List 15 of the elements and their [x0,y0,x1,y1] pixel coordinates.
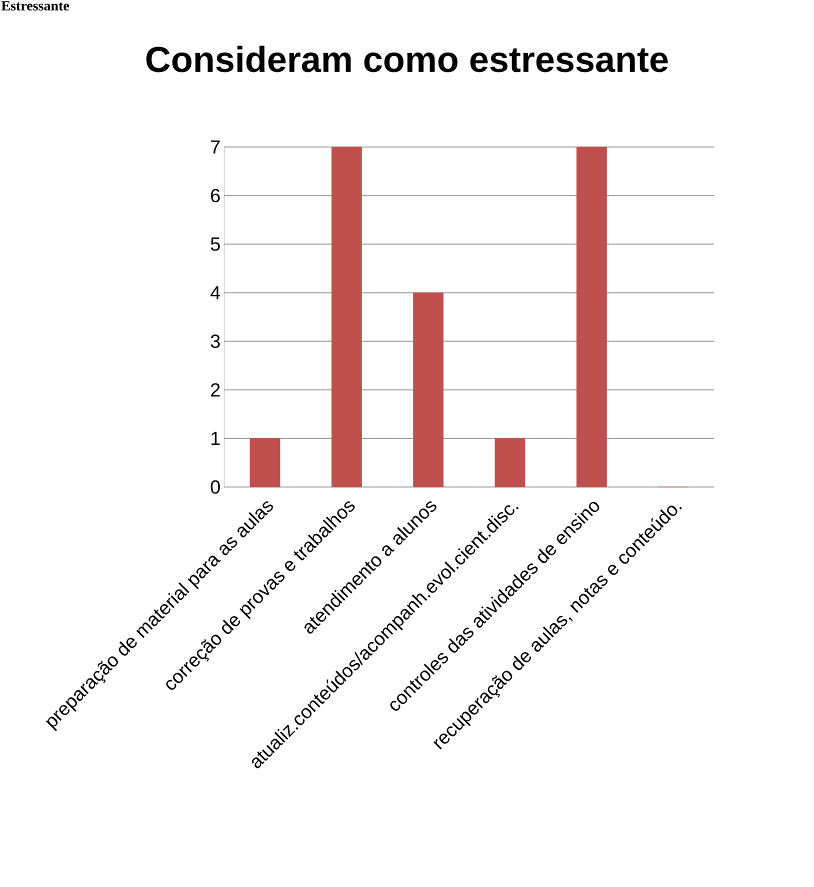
bar [331,146,362,488]
y-tick-label: 2 [211,383,220,396]
text: Estressante [1,1,70,11]
y-tick-label: 5 [210,238,220,251]
bar [413,292,444,488]
y-tick-label: 7 [211,140,220,154]
bar [250,438,280,488]
bar [494,438,526,488]
y-tick-label: 4 [210,286,220,300]
bar [576,146,607,488]
y-tick-label: 0 [210,480,220,494]
y-tick-label: 3 [210,334,220,348]
chart-title: Consideram como estressante [146,46,668,72]
y-tick-label: 1 [212,432,220,445]
y-tick-label: 6 [211,188,220,202]
